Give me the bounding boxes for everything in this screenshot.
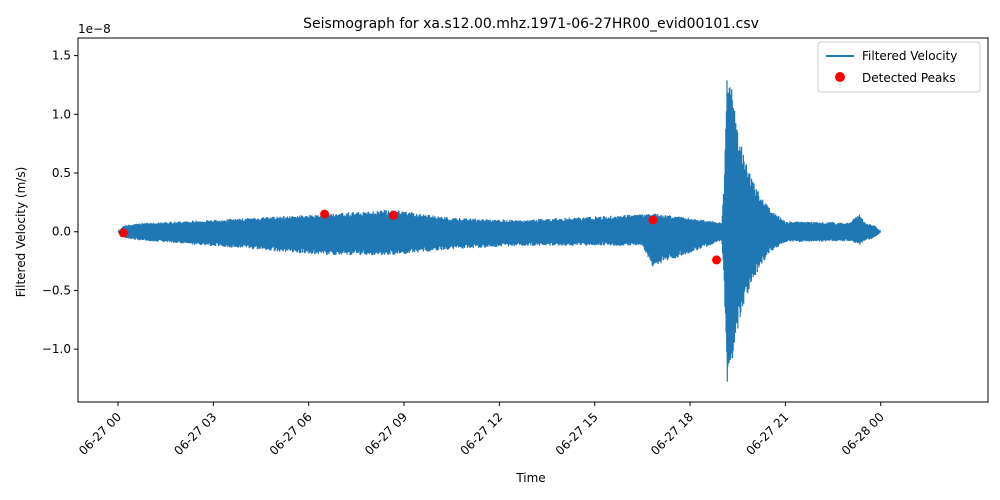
x-tick-label: 06-27 03 <box>171 410 219 458</box>
y-axis-ticks: −1.0 −0.5 0.0 0.5 1.0 1.5 <box>42 49 78 356</box>
y-tick-label: −0.5 <box>42 283 71 297</box>
y-tick-label: 1.5 <box>52 49 71 63</box>
y-scale-label: 1e−8 <box>78 22 111 36</box>
axes-frame <box>77 37 989 403</box>
peak-point-5 <box>712 255 722 265</box>
x-tick-label: 06-27 21 <box>743 410 791 458</box>
x-tick-label: 06-28 00 <box>839 410 887 458</box>
y-tick-label: 1.0 <box>52 107 71 121</box>
legend-box <box>817 41 981 93</box>
plot-area <box>77 37 989 403</box>
velocity-trace <box>117 80 882 382</box>
y-tick-label: 0.5 <box>52 166 71 180</box>
legend: Filtered Velocity Detected Peaks <box>817 41 981 93</box>
peak-point-3 <box>388 210 398 220</box>
x-tick-label: 06-27 00 <box>76 410 124 458</box>
legend-label-peaks: Detected Peaks <box>862 71 956 85</box>
x-tick-label: 06-27 06 <box>267 410 315 458</box>
x-tick-label: 06-27 09 <box>362 410 410 458</box>
y-tick-label: −1.0 <box>42 342 71 356</box>
x-tick-label: 06-27 18 <box>648 410 696 458</box>
chart-title: Seismograph for xa.s12.00.mhz.1971-06-27… <box>303 16 759 32</box>
peak-point-2 <box>320 209 330 219</box>
x-tick-label: 06-27 12 <box>457 410 505 458</box>
peak-point-1 <box>118 228 128 238</box>
x-axis-ticks: 06-27 00 06-27 03 06-27 06 06-27 09 06-27 12… <box>76 402 887 458</box>
y-tick-label: 0.0 <box>52 225 71 239</box>
legend-dot-swatch <box>835 72 845 82</box>
legend-label-velocity: Filtered Velocity <box>862 49 957 63</box>
x-axis-label: Time <box>515 471 545 485</box>
peak-point-4 <box>648 215 658 225</box>
y-axis-label: Filtered Velocity (m/s) <box>14 167 28 298</box>
x-tick-label: 06-27 15 <box>553 410 601 458</box>
